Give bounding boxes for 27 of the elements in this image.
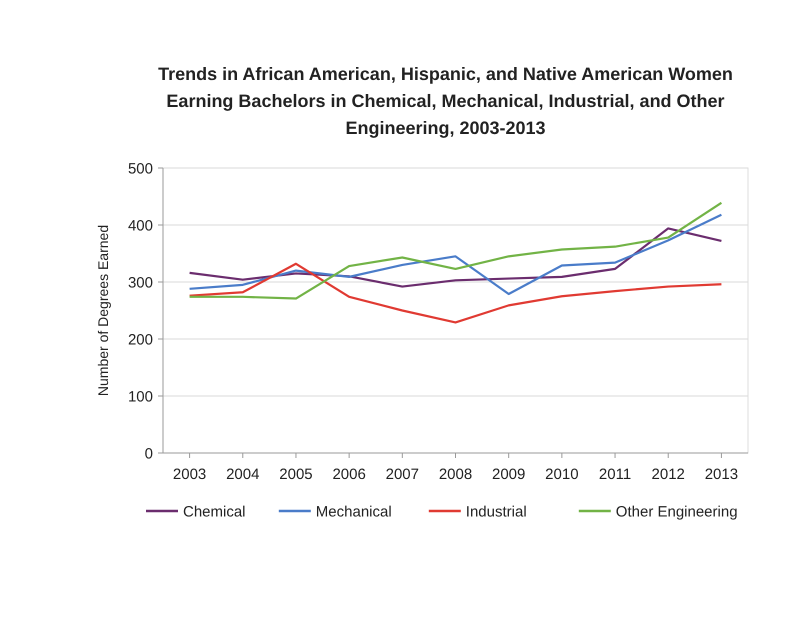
x-tick-label: 2011 xyxy=(598,466,632,483)
line-series xyxy=(188,214,723,296)
legend-label: Chemical xyxy=(183,503,246,520)
legend-label: Mechanical xyxy=(316,503,392,520)
x-tick-label: 2012 xyxy=(652,466,685,483)
line-series xyxy=(188,227,723,288)
legend-label: Other Engineering xyxy=(616,503,738,520)
y-tick-label: 0 xyxy=(144,445,153,462)
x-tick-label: 2009 xyxy=(492,466,526,483)
x-tick-label: 2010 xyxy=(545,466,579,483)
y-tick-label: 100 xyxy=(128,388,153,406)
x-tick-label: 2003 xyxy=(172,466,206,483)
y-tick-label: 200 xyxy=(128,331,153,348)
chart-title: Trends in African American, Hispanic, and Native American Women Earning Bachelors in Chemical, Mechanical, Industrial, and Other Engineering, 2003-2013 xyxy=(158,64,733,138)
x-tick-label: 2007 xyxy=(386,466,420,483)
line-series xyxy=(188,262,723,324)
y-tick-label: 300 xyxy=(128,274,153,292)
x-tick-label: 2008 xyxy=(438,466,472,483)
legend-label: Industrial xyxy=(466,503,527,520)
x-tick-label: 2006 xyxy=(332,466,366,483)
y-axis-title: Number of Degrees Earned xyxy=(95,224,111,396)
y-tick-label: 400 xyxy=(128,217,153,234)
line-series xyxy=(188,202,723,300)
x-tick-label: 2005 xyxy=(279,466,313,483)
x-tick-label: 2013 xyxy=(704,466,738,483)
y-tick-label: 500 xyxy=(128,160,153,178)
x-tick-label: 2004 xyxy=(226,466,260,483)
